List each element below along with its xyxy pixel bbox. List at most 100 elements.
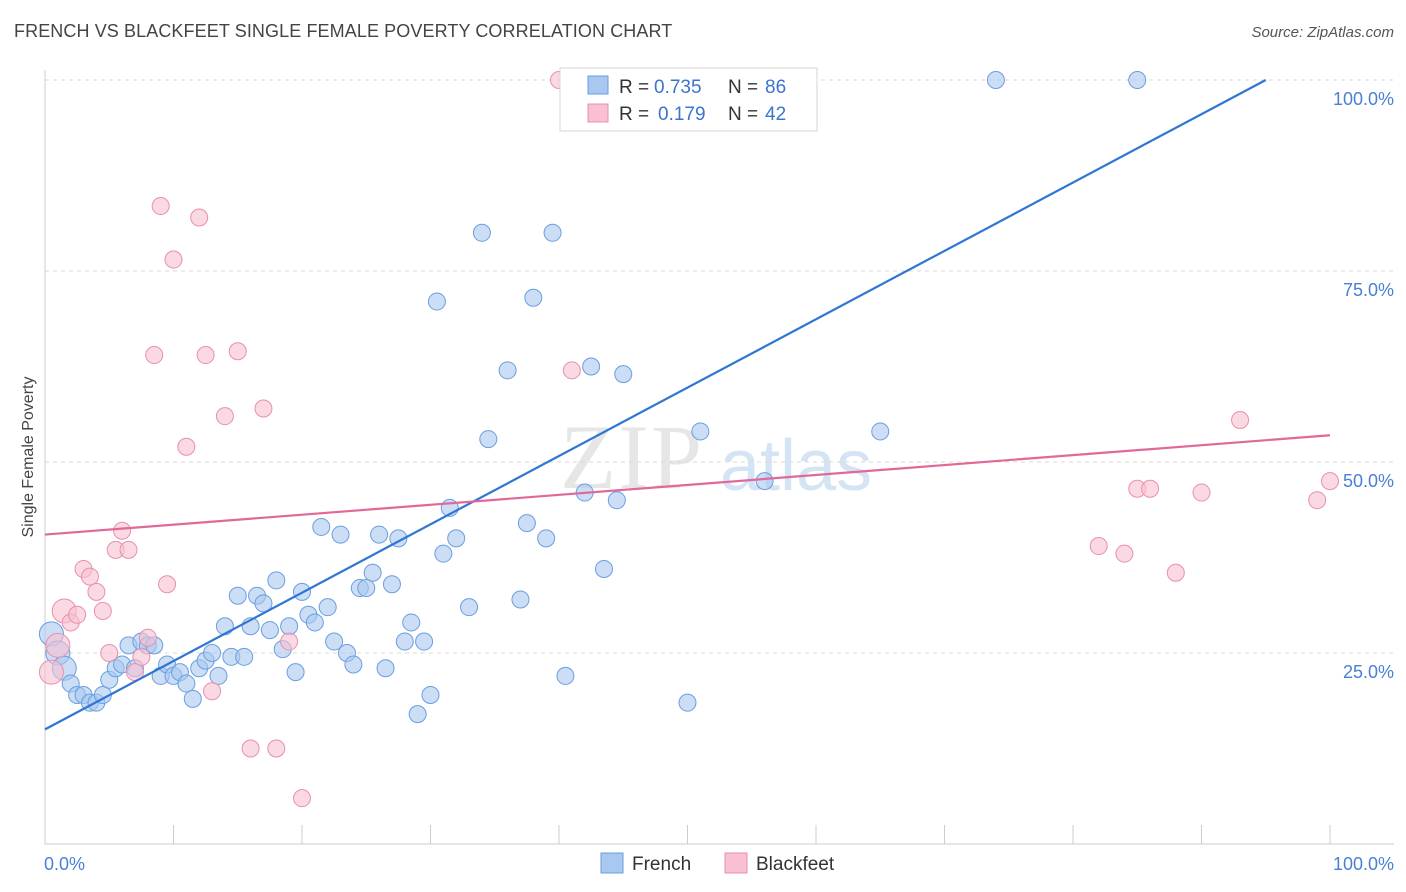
french-point-38	[286, 663, 305, 682]
french-point-50	[363, 563, 382, 582]
blackfeet-r-label: R =	[619, 104, 649, 125]
french-point-66	[479, 430, 498, 449]
french-point-64	[460, 598, 479, 617]
blackfeet-point-9	[100, 644, 119, 662]
french-point-77	[607, 491, 626, 510]
blackfeet-point-14	[132, 647, 151, 666]
blackfeet-legend-swatch	[587, 103, 609, 123]
blackfeet-point-24	[215, 407, 234, 426]
x-tick-label-max: 100.0%	[1333, 854, 1394, 874]
french-point-61	[434, 544, 453, 563]
chart-title: FRENCH VS BLACKFEET SINGLE FEMALE POVERT…	[14, 21, 673, 41]
blackfeet-point-36	[1141, 479, 1160, 498]
french-point-33	[254, 594, 273, 613]
french-point-21	[177, 674, 196, 693]
blackfeet-point-33	[1089, 537, 1108, 556]
blackfeet-point-25	[228, 342, 247, 361]
french-point-30	[235, 647, 254, 666]
y-tick-label-50: 50.0%	[1343, 471, 1394, 491]
french-n-label: N =	[728, 77, 758, 98]
blackfeet-bottom-label: Blackfeet	[756, 854, 835, 875]
blackfeet-point-7	[87, 582, 106, 601]
blackfeet-point-21	[190, 208, 209, 227]
french-trendline	[44, 79, 1267, 731]
stats-legend: R = 0.735 N = 86 R = 0.179 N = 42	[559, 67, 818, 132]
french-point-25	[203, 644, 222, 662]
french-point-49	[357, 579, 376, 598]
french-point-37	[280, 617, 299, 636]
french-point-59	[421, 686, 440, 705]
y-tick-label-25: 25.0%	[1343, 662, 1394, 682]
blackfeet-point-28	[267, 739, 286, 758]
blackfeet-point-26	[241, 739, 260, 758]
blackfeet-point-27	[254, 399, 273, 418]
french-point-27	[215, 617, 234, 636]
blackfeet-bottom-swatch	[724, 852, 748, 874]
blackfeet-point-20	[177, 437, 196, 456]
french-bottom-swatch	[600, 852, 624, 874]
blackfeet-r-value: 0.179	[658, 104, 706, 125]
blackfeet-point-16	[145, 346, 164, 365]
x-tick-label-min: 0.0%	[44, 854, 85, 874]
french-point-72	[543, 223, 562, 242]
french-point-56	[402, 613, 421, 632]
french-point-81	[691, 422, 710, 441]
french-point-83	[986, 71, 1005, 89]
french-point-47	[344, 655, 363, 674]
french-point-85	[871, 422, 890, 441]
french-points	[38, 71, 1147, 724]
blackfeet-point-12	[119, 540, 138, 559]
french-point-84	[1128, 71, 1147, 89]
french-point-51	[370, 525, 389, 544]
blackfeet-point-41	[1308, 491, 1327, 510]
blackfeet-point-0	[38, 659, 64, 685]
french-point-57	[408, 705, 427, 724]
blackfeet-points	[38, 71, 1339, 808]
blackfeet-point-32	[562, 361, 581, 380]
blackfeet-point-39	[1231, 410, 1250, 429]
french-point-67	[498, 361, 517, 380]
french-point-53	[382, 575, 401, 594]
blackfeet-point-6	[80, 567, 99, 586]
blackfeet-point-23	[203, 682, 222, 701]
french-point-55	[395, 632, 414, 651]
blackfeet-point-8	[93, 601, 112, 620]
french-point-75	[582, 357, 601, 376]
french-point-29	[228, 586, 247, 605]
series-legend: French Blackfeet	[600, 852, 835, 875]
french-point-58	[415, 632, 434, 651]
french-point-76	[594, 559, 613, 578]
french-point-44	[325, 632, 344, 651]
french-point-70	[524, 288, 543, 307]
blackfeet-point-37	[1166, 563, 1185, 582]
french-bottom-label: French	[632, 854, 691, 875]
french-point-69	[517, 514, 536, 533]
gridlines	[45, 79, 1394, 654]
french-point-22	[183, 689, 202, 708]
blackfeet-point-29	[280, 632, 299, 651]
watermark-atlas: atlas	[720, 426, 872, 506]
blackfeet-point-17	[151, 197, 170, 216]
french-r-label: R =	[619, 77, 649, 98]
blackfeet-point-11	[113, 521, 132, 540]
blackfeet-point-1	[45, 632, 71, 658]
french-legend-swatch	[587, 75, 609, 95]
blackfeet-n-label: N =	[728, 104, 758, 125]
french-point-60	[427, 292, 446, 311]
french-point-78	[614, 365, 633, 384]
french-point-82	[755, 472, 774, 491]
blackfeet-trendline	[44, 434, 1331, 536]
french-point-26	[209, 666, 228, 685]
y-tick-label-100: 100.0%	[1333, 89, 1394, 109]
axes	[44, 70, 1394, 845]
blackfeet-point-30	[293, 789, 311, 808]
french-point-73	[556, 666, 575, 685]
french-point-41	[305, 613, 324, 632]
french-point-35	[267, 571, 286, 590]
blackfeet-point-19	[164, 250, 183, 269]
blackfeet-point-40	[1321, 472, 1339, 491]
french-point-80	[678, 693, 697, 712]
y-axis-label: Single Female Poverty	[20, 377, 37, 538]
french-n-value: 86	[765, 77, 786, 98]
blackfeet-point-38	[1192, 483, 1211, 502]
